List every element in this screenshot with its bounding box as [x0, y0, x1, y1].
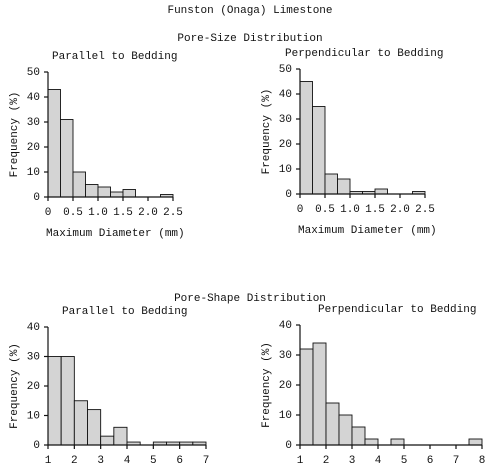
x-tick-label: 3: [349, 455, 356, 467]
y-tick-label: 40: [27, 92, 40, 104]
x-tick-label: 0.5: [63, 207, 83, 219]
x-tick-label: 0.5: [315, 204, 335, 216]
bar: [324, 173, 338, 195]
x-tick-label: 0: [297, 204, 304, 216]
bar: [122, 189, 136, 198]
bar: [97, 186, 111, 198]
x-tick-label: 6: [176, 455, 183, 467]
y-tick-label: 40: [279, 89, 292, 101]
x-tick-label: 2.5: [415, 204, 435, 216]
x-tick-label: 3: [97, 455, 104, 467]
y-tick-label: 20: [27, 381, 40, 393]
x-tick-label: 2.5: [163, 207, 183, 219]
y-axis-label: Frequency (%): [261, 89, 273, 175]
bar: [338, 414, 353, 446]
x-tick-label: 8: [479, 455, 486, 467]
bar: [299, 348, 314, 446]
x-tick-label: 6: [427, 455, 434, 467]
x-tick-label: 4: [124, 455, 131, 467]
bar: [85, 184, 99, 198]
y-tick-label: 10: [27, 167, 40, 179]
y-tick-label: 20: [279, 380, 292, 392]
y-axis-label: Frequency (%): [9, 92, 21, 178]
x-tick-label: 1.0: [340, 204, 360, 216]
bar: [364, 438, 379, 446]
bar: [312, 106, 326, 195]
x-tick-label: 2.0: [138, 207, 158, 219]
y-tick-label: 20: [27, 142, 40, 154]
y-tick-label: 30: [27, 117, 40, 129]
bar: [73, 400, 88, 446]
x-tick-label: 1.5: [113, 207, 133, 219]
x-tick-label: 1: [45, 455, 52, 467]
bar: [351, 426, 366, 446]
bar: [312, 342, 327, 446]
x-tick-label: 1.0: [88, 207, 108, 219]
bar: [87, 409, 102, 446]
y-tick-label: 10: [27, 410, 40, 422]
bar: [100, 435, 115, 446]
bar: [60, 119, 74, 198]
chart-title: Perpendicular to Bedding: [285, 48, 443, 60]
x-tick-label: 4: [375, 455, 382, 467]
chart-title: Perpendicular to Bedding: [318, 304, 476, 316]
y-axis-label: Frequency (%): [9, 343, 21, 429]
x-tick-label: 1: [297, 455, 304, 467]
x-tick-label: 2: [71, 455, 78, 467]
figure-title: Funston (Onaga) Limestone: [167, 5, 332, 17]
y-tick-label: 30: [279, 350, 292, 362]
bar: [468, 438, 483, 446]
y-tick-label: 30: [27, 351, 40, 363]
bar: [374, 188, 388, 195]
y-tick-label: 0: [33, 440, 40, 452]
x-tick-label: 7: [203, 455, 210, 467]
bar: [325, 402, 340, 446]
bar: [390, 438, 405, 446]
y-tick-label: 40: [27, 322, 40, 334]
chart-title: Parallel to Bedding: [52, 51, 177, 63]
section-title: Pore-Size Distribution: [177, 33, 322, 45]
bar: [299, 81, 313, 195]
bar: [47, 356, 62, 446]
y-tick-label: 0: [285, 440, 292, 452]
x-tick-label: 5: [401, 455, 408, 467]
chart-title: Parallel to Bedding: [62, 306, 187, 318]
y-tick-label: 20: [279, 139, 292, 151]
bar: [113, 426, 128, 446]
x-axis-label: Maximum Diameter (mm): [298, 225, 437, 237]
y-tick-label: 40: [279, 320, 292, 332]
y-tick-label: 50: [279, 64, 292, 76]
x-tick-label: 5: [150, 455, 157, 467]
x-axis-label: Maximum Diameter (mm): [46, 228, 185, 240]
y-tick-label: 10: [279, 164, 292, 176]
x-tick-label: 2.0: [390, 204, 410, 216]
bar: [110, 191, 124, 198]
y-tick-label: 50: [27, 67, 40, 79]
y-tick-label: 0: [33, 192, 40, 204]
y-tick-label: 30: [279, 114, 292, 126]
y-tick-label: 10: [279, 410, 292, 422]
bar: [72, 171, 86, 198]
bar: [60, 356, 75, 446]
bar: [337, 178, 351, 195]
x-tick-label: 7: [453, 455, 460, 467]
section-title: Pore-Shape Distribution: [174, 293, 326, 305]
bar: [47, 89, 61, 198]
x-tick-label: 1.5: [365, 204, 385, 216]
x-tick-label: 2: [323, 455, 330, 467]
x-tick-label: 0: [45, 207, 52, 219]
y-axis-label: Frequency (%): [261, 342, 273, 428]
y-tick-label: 0: [285, 189, 292, 201]
